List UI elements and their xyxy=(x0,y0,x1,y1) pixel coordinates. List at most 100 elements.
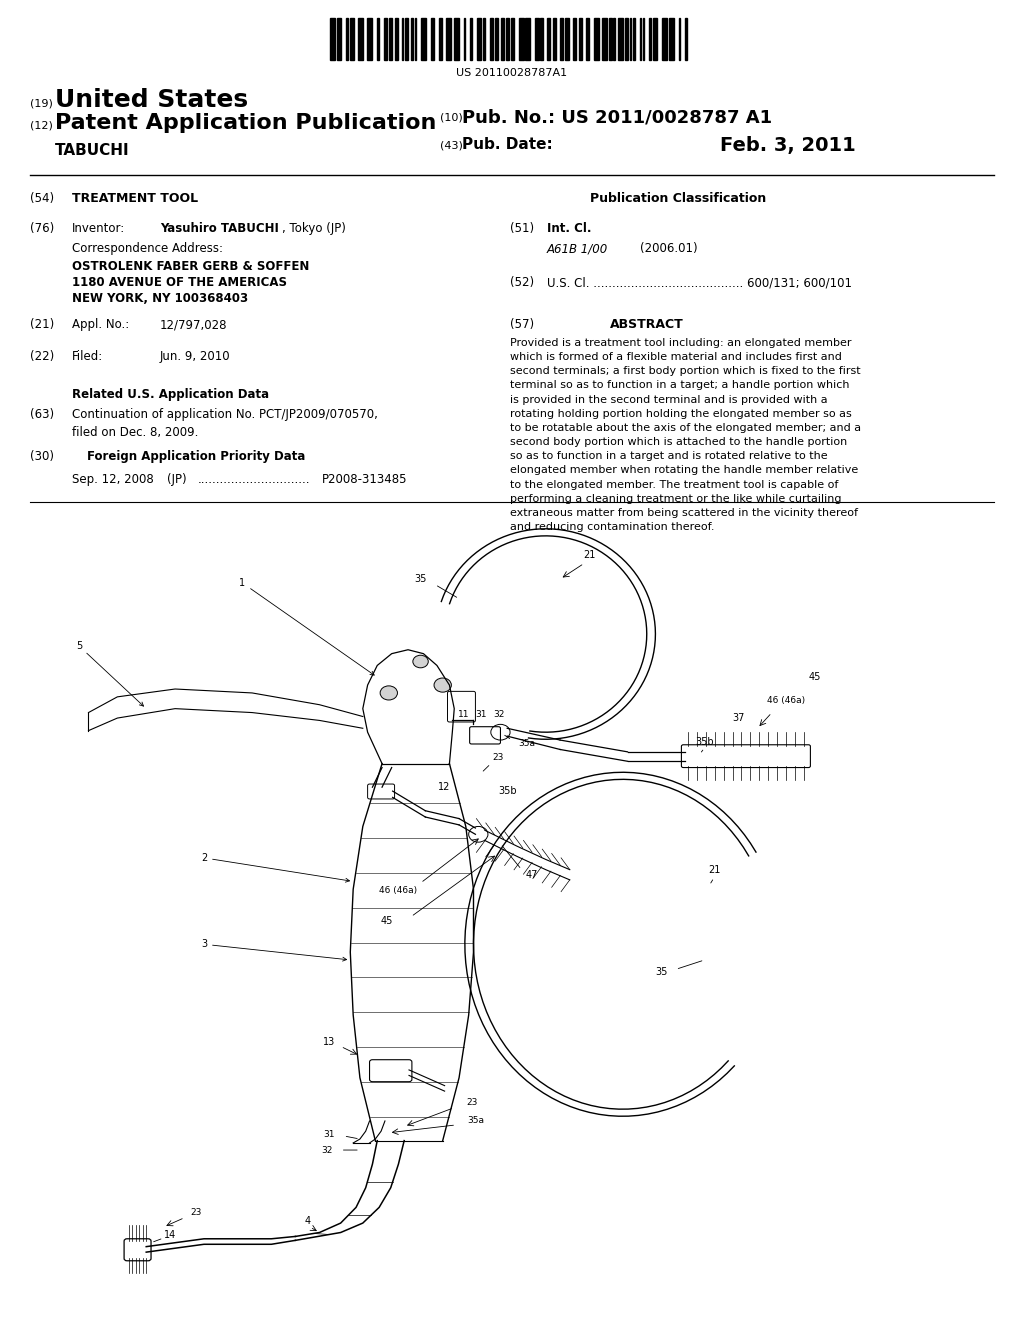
Bar xyxy=(633,18,635,59)
Bar xyxy=(536,18,539,59)
Text: A61B 1/00: A61B 1/00 xyxy=(547,242,608,255)
Bar xyxy=(368,18,373,59)
Text: OSTROLENK FABER GERB & SOFFEN: OSTROLENK FABER GERB & SOFFEN xyxy=(72,260,309,273)
Text: (19): (19) xyxy=(30,98,53,108)
Text: 35b: 35b xyxy=(695,737,714,747)
Bar xyxy=(649,18,651,59)
Text: Foreign Application Priority Data: Foreign Application Priority Data xyxy=(87,450,305,463)
Text: NEW YORK, NY 100368403: NEW YORK, NY 100368403 xyxy=(72,292,248,305)
Text: (76): (76) xyxy=(30,222,54,235)
Bar xyxy=(483,18,484,59)
Bar xyxy=(330,18,335,59)
Bar xyxy=(580,18,583,59)
Text: (2006.01): (2006.01) xyxy=(640,242,697,255)
Text: 32: 32 xyxy=(493,710,504,719)
Bar xyxy=(663,18,668,59)
Bar xyxy=(476,18,481,59)
Bar xyxy=(439,18,442,59)
Text: (10): (10) xyxy=(440,114,463,123)
Text: 32: 32 xyxy=(322,1146,333,1155)
Text: (JP): (JP) xyxy=(167,473,186,486)
Text: ..............................: .............................. xyxy=(198,473,310,486)
Bar xyxy=(506,18,509,59)
Text: 45: 45 xyxy=(381,916,393,925)
Text: (21): (21) xyxy=(30,318,54,331)
Text: 45: 45 xyxy=(809,672,821,682)
Bar xyxy=(613,18,615,59)
Text: Sep. 12, 2008: Sep. 12, 2008 xyxy=(72,473,154,486)
Bar xyxy=(560,18,563,59)
Text: Correspondence Address:: Correspondence Address: xyxy=(72,242,223,255)
Text: Continuation of application No. PCT/JP2009/070570,
filed on Dec. 8, 2009.: Continuation of application No. PCT/JP20… xyxy=(72,408,378,440)
Bar xyxy=(547,18,550,59)
Bar xyxy=(404,18,409,59)
Bar xyxy=(618,18,624,59)
Text: Patent Application Publication: Patent Application Publication xyxy=(55,114,436,133)
Text: (57): (57) xyxy=(510,318,535,331)
Text: (43): (43) xyxy=(440,140,463,150)
Text: 23: 23 xyxy=(190,1208,202,1217)
Bar xyxy=(540,18,544,59)
Text: Feb. 3, 2011: Feb. 3, 2011 xyxy=(720,136,856,154)
Text: United States: United States xyxy=(55,88,248,112)
Bar xyxy=(519,18,524,59)
Bar xyxy=(669,18,674,59)
Text: , Tokyo (JP): , Tokyo (JP) xyxy=(282,222,346,235)
Text: Inventor:: Inventor: xyxy=(72,222,125,235)
Text: 37: 37 xyxy=(732,713,744,723)
Bar xyxy=(586,18,589,59)
Text: Pub. Date:: Pub. Date: xyxy=(462,137,553,152)
Bar xyxy=(495,18,498,59)
Text: (12): (12) xyxy=(30,120,53,129)
Circle shape xyxy=(413,655,428,668)
Text: TREATMENT TOOL: TREATMENT TOOL xyxy=(72,191,198,205)
Bar xyxy=(652,18,657,59)
Text: Provided is a treatment tool including: an elongated member
which is formed of a: Provided is a treatment tool including: … xyxy=(510,338,861,532)
Bar xyxy=(337,18,341,59)
Text: 21: 21 xyxy=(708,865,720,875)
Text: 12/797,028: 12/797,028 xyxy=(160,318,227,331)
Bar xyxy=(412,18,413,59)
Text: Related U.S. Application Data: Related U.S. Application Data xyxy=(72,388,269,401)
Text: 14: 14 xyxy=(164,1230,176,1239)
Text: U.S. Cl. ........................................ 600/131; 600/101: U.S. Cl. ...............................… xyxy=(547,276,852,289)
Text: (22): (22) xyxy=(30,350,54,363)
Text: US 20110028787A1: US 20110028787A1 xyxy=(457,69,567,78)
Text: 12: 12 xyxy=(438,783,451,792)
Bar xyxy=(464,18,465,59)
Bar xyxy=(395,18,398,59)
Text: TABUCHI: TABUCHI xyxy=(55,143,130,158)
Bar xyxy=(630,18,632,59)
Circle shape xyxy=(380,686,397,700)
Bar xyxy=(679,18,680,59)
Text: P2008-313485: P2008-313485 xyxy=(322,473,408,486)
Bar xyxy=(564,18,569,59)
Bar xyxy=(625,18,628,59)
Bar xyxy=(525,18,530,59)
Text: ABSTRACT: ABSTRACT xyxy=(610,318,684,331)
Text: 35: 35 xyxy=(655,966,668,977)
Bar xyxy=(431,18,434,59)
Bar xyxy=(594,18,599,59)
Text: Jun. 9, 2010: Jun. 9, 2010 xyxy=(160,350,230,363)
Text: 35a: 35a xyxy=(518,739,535,748)
Text: 23: 23 xyxy=(466,1098,477,1107)
Bar xyxy=(454,18,459,59)
Text: 31: 31 xyxy=(475,710,487,719)
Bar xyxy=(357,18,362,59)
Text: 5: 5 xyxy=(76,640,143,706)
Text: 11: 11 xyxy=(458,710,470,719)
Bar xyxy=(349,18,354,59)
Text: (63): (63) xyxy=(30,408,54,421)
Bar xyxy=(421,18,426,59)
Bar xyxy=(415,18,417,59)
Bar xyxy=(470,18,472,59)
Text: (54): (54) xyxy=(30,191,54,205)
Text: Appl. No.:: Appl. No.: xyxy=(72,318,129,331)
Text: 13: 13 xyxy=(323,1038,335,1048)
Bar xyxy=(602,18,607,59)
Bar xyxy=(489,18,493,59)
Bar xyxy=(685,18,687,59)
Text: 35a: 35a xyxy=(467,1117,484,1126)
Text: 31: 31 xyxy=(324,1130,335,1139)
